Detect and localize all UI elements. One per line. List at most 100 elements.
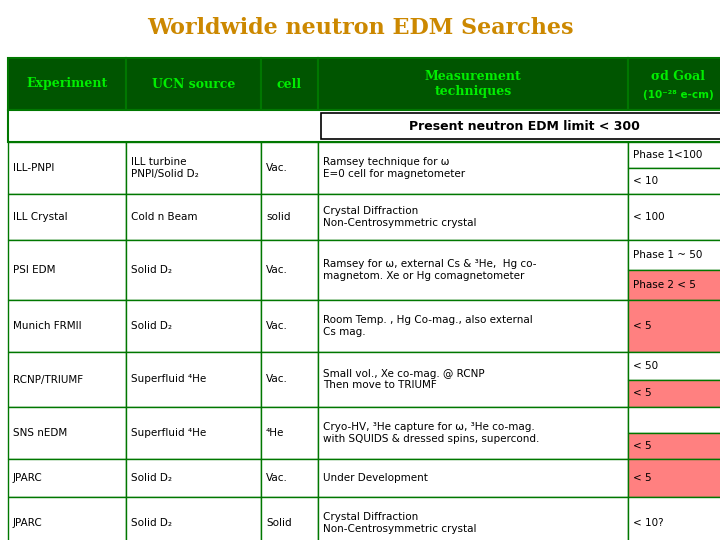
Text: PSI EDM: PSI EDM <box>13 265 55 275</box>
Text: Superfluid ⁴He: Superfluid ⁴He <box>131 428 206 438</box>
Text: Experiment: Experiment <box>27 78 107 91</box>
Text: < 50: < 50 <box>633 361 658 371</box>
Text: Cold n Beam: Cold n Beam <box>131 212 197 222</box>
Text: Cryo-HV, ³He capture for ω, ³He co-mag.
with SQUIDS & dressed spins, supercond.: Cryo-HV, ³He capture for ω, ³He co-mag. … <box>323 422 539 444</box>
Bar <box>261 300 318 352</box>
Bar <box>628 58 720 110</box>
Text: Phase 1<100: Phase 1<100 <box>633 150 703 160</box>
Bar <box>8 58 126 110</box>
Bar <box>261 497 318 540</box>
Bar <box>126 300 261 352</box>
Bar <box>261 194 318 240</box>
Bar <box>318 142 628 194</box>
Bar <box>261 142 318 194</box>
Bar <box>8 459 126 497</box>
Bar <box>628 407 720 433</box>
Text: Ramsey technique for ω
E=0 cell for magnetometer: Ramsey technique for ω E=0 cell for magn… <box>323 157 465 179</box>
Bar <box>628 380 720 407</box>
Bar <box>318 497 628 540</box>
Bar <box>318 58 628 110</box>
Bar <box>318 407 628 459</box>
Bar <box>126 142 261 194</box>
Bar <box>318 459 628 497</box>
Text: cell: cell <box>277 78 302 91</box>
Text: Crystal Diffraction
Non-Centrosymmetric crystal: Crystal Diffraction Non-Centrosymmetric … <box>323 512 477 534</box>
Text: Superfluid ⁴He: Superfluid ⁴He <box>131 375 206 384</box>
Bar <box>8 240 126 300</box>
Text: Solid: Solid <box>266 518 292 528</box>
Text: solid: solid <box>266 212 290 222</box>
Bar <box>126 497 261 540</box>
Text: < 5: < 5 <box>633 473 652 483</box>
Bar <box>8 407 126 459</box>
Text: Worldwide neutron EDM Searches: Worldwide neutron EDM Searches <box>147 17 573 39</box>
Bar <box>628 300 720 352</box>
Text: ILL Crystal: ILL Crystal <box>13 212 68 222</box>
Bar <box>8 194 126 240</box>
Text: Solid D₂: Solid D₂ <box>131 473 172 483</box>
Text: < 10?: < 10? <box>633 518 664 528</box>
Text: Measurement
techniques: Measurement techniques <box>425 70 521 98</box>
Bar <box>318 194 628 240</box>
Bar <box>261 58 318 110</box>
Bar <box>8 352 126 407</box>
Text: SNS nEDM: SNS nEDM <box>13 428 67 438</box>
Bar <box>126 352 261 407</box>
Text: Vac.: Vac. <box>266 321 288 331</box>
Text: RCNP/TRIUMF: RCNP/TRIUMF <box>13 375 83 384</box>
Text: Present neutron EDM limit < 300: Present neutron EDM limit < 300 <box>409 119 640 132</box>
Text: Munich FRMII: Munich FRMII <box>13 321 81 331</box>
Bar <box>126 407 261 459</box>
Text: < 5: < 5 <box>633 441 652 451</box>
Bar <box>628 142 720 168</box>
Text: Solid D₂: Solid D₂ <box>131 265 172 275</box>
Bar <box>628 459 720 497</box>
Bar <box>261 407 318 459</box>
Bar <box>628 168 720 194</box>
Bar <box>261 240 318 300</box>
Bar <box>318 300 628 352</box>
Bar <box>8 142 126 194</box>
Text: Vac.: Vac. <box>266 265 288 275</box>
Text: < 5: < 5 <box>633 388 652 399</box>
Text: Ramsey for ω, external Cs & ³He,  Hg co-
magnetom. Xe or Hg comagnetometer: Ramsey for ω, external Cs & ³He, Hg co- … <box>323 259 536 281</box>
Text: Under Development: Under Development <box>323 473 428 483</box>
Bar <box>126 240 261 300</box>
Bar <box>321 113 720 139</box>
Bar <box>261 459 318 497</box>
Text: JPARC: JPARC <box>13 473 42 483</box>
Text: < 100: < 100 <box>633 212 665 222</box>
Bar <box>628 194 720 240</box>
Text: Phase 1 ~ 50: Phase 1 ~ 50 <box>633 250 703 260</box>
Text: Room Temp. , Hg Co-mag., also external
Cs mag.: Room Temp. , Hg Co-mag., also external C… <box>323 315 533 337</box>
Bar <box>8 300 126 352</box>
Text: Vac.: Vac. <box>266 473 288 483</box>
Text: σd Goal: σd Goal <box>651 70 705 83</box>
Text: (10⁻²⁸ e-cm): (10⁻²⁸ e-cm) <box>643 90 714 100</box>
Bar <box>8 110 720 142</box>
Bar <box>628 433 720 459</box>
Text: Small vol., Xe co-mag. @ RCNP
Then move to TRIUMF: Small vol., Xe co-mag. @ RCNP Then move … <box>323 369 485 390</box>
Text: Solid D₂: Solid D₂ <box>131 321 172 331</box>
Text: Solid D₂: Solid D₂ <box>131 518 172 528</box>
Bar <box>8 497 126 540</box>
Bar <box>628 352 720 380</box>
Text: Phase 2 < 5: Phase 2 < 5 <box>633 280 696 290</box>
Bar <box>628 270 720 300</box>
Bar <box>126 194 261 240</box>
Text: UCN source: UCN source <box>152 78 235 91</box>
Bar <box>318 240 628 300</box>
Text: ⁴He: ⁴He <box>266 428 284 438</box>
Text: < 5: < 5 <box>633 321 652 331</box>
Bar <box>126 58 261 110</box>
Text: < 10: < 10 <box>633 176 658 186</box>
Text: Crystal Diffraction
Non-Centrosymmetric crystal: Crystal Diffraction Non-Centrosymmetric … <box>323 206 477 228</box>
Bar <box>318 352 628 407</box>
Text: ILL turbine
PNPI/Solid D₂: ILL turbine PNPI/Solid D₂ <box>131 157 199 179</box>
Bar <box>126 459 261 497</box>
Bar <box>628 497 720 540</box>
Bar <box>261 352 318 407</box>
Text: Vac.: Vac. <box>266 375 288 384</box>
Text: Vac.: Vac. <box>266 163 288 173</box>
Text: ILL-PNPI: ILL-PNPI <box>13 163 55 173</box>
